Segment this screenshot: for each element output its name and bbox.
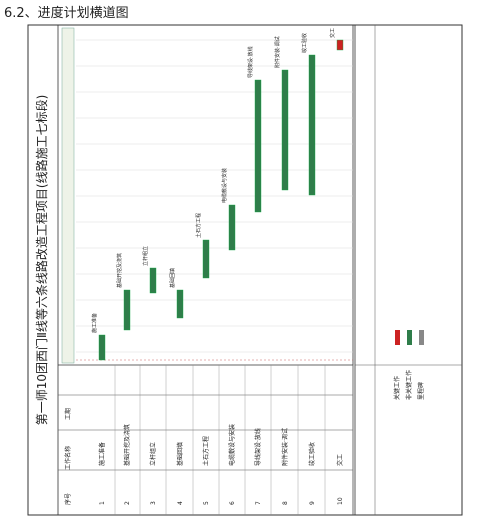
- column-header: 工作名称: [64, 446, 72, 470]
- task-no: 10: [337, 497, 344, 505]
- bar-label: 附件安装·调试: [274, 36, 281, 68]
- task-no: 9: [309, 501, 316, 505]
- side-panel: [354, 24, 463, 516]
- task-bar: [254, 79, 262, 213]
- schedule-title: 第一师10团西门Ⅱ线等六条线路改造工程项目(线路施工七标段): [34, 95, 49, 426]
- task-bar: [202, 239, 210, 279]
- task-bar: [123, 289, 131, 331]
- task-no: 4: [177, 501, 184, 505]
- task-bar: [336, 39, 344, 51]
- task-no: 5: [203, 501, 210, 505]
- task-name: 施工准备: [98, 442, 106, 466]
- legend-label: 关键工作: [393, 376, 401, 400]
- task-bar: [149, 267, 157, 294]
- legend-label: 里程碑: [417, 382, 425, 400]
- task-name: 交工: [336, 454, 344, 466]
- task-no: 2: [124, 501, 131, 505]
- bar-label: 基础回填: [169, 268, 176, 288]
- task-name: 附件安装·调试: [281, 428, 289, 466]
- task-no: 1: [99, 501, 106, 505]
- bar-label: 土石方工程: [195, 213, 202, 238]
- legend-swatch: [419, 330, 424, 345]
- task-bar: [228, 204, 236, 251]
- section-heading: 6.2、进度计划横道图: [4, 6, 129, 21]
- chart-frame: [57, 24, 354, 516]
- task-name: 基础回填: [176, 442, 184, 466]
- task-name: 土石方工程: [202, 436, 210, 466]
- bar-label: 竣工验收: [301, 33, 308, 53]
- bar-label: 电缆敷设与安装: [221, 168, 228, 203]
- task-no: 8: [282, 501, 289, 505]
- bar-label: 基础开挖及浇筑: [116, 253, 123, 288]
- legend-swatch: [407, 330, 412, 345]
- task-bar: [176, 289, 184, 319]
- column-header: 序号: [64, 493, 72, 505]
- bar-label: 施工准备: [91, 313, 98, 333]
- task-name: 立杆组立: [149, 442, 157, 466]
- column-header: 工期: [64, 408, 72, 420]
- task-bar: [281, 69, 289, 191]
- bar-label: 立杆组立: [142, 246, 149, 266]
- task-name: 电缆敷设与安装: [228, 424, 236, 466]
- bar-label: 导线架设·放线: [247, 46, 254, 78]
- task-name: 导线架设·放线: [254, 428, 262, 466]
- task-bar: [98, 334, 106, 361]
- task-name: 基础开挖及浇筑: [123, 424, 131, 466]
- bar-label: 交工: [329, 28, 336, 38]
- legend-swatch: [395, 330, 400, 345]
- task-no: 3: [150, 501, 157, 505]
- time-scale: [61, 27, 75, 364]
- task-bar: [308, 54, 316, 196]
- task-name: 竣工验收: [308, 442, 316, 466]
- task-no: 6: [229, 501, 236, 505]
- task-no: 7: [255, 501, 262, 505]
- legend-label: 非关键工作: [405, 370, 413, 400]
